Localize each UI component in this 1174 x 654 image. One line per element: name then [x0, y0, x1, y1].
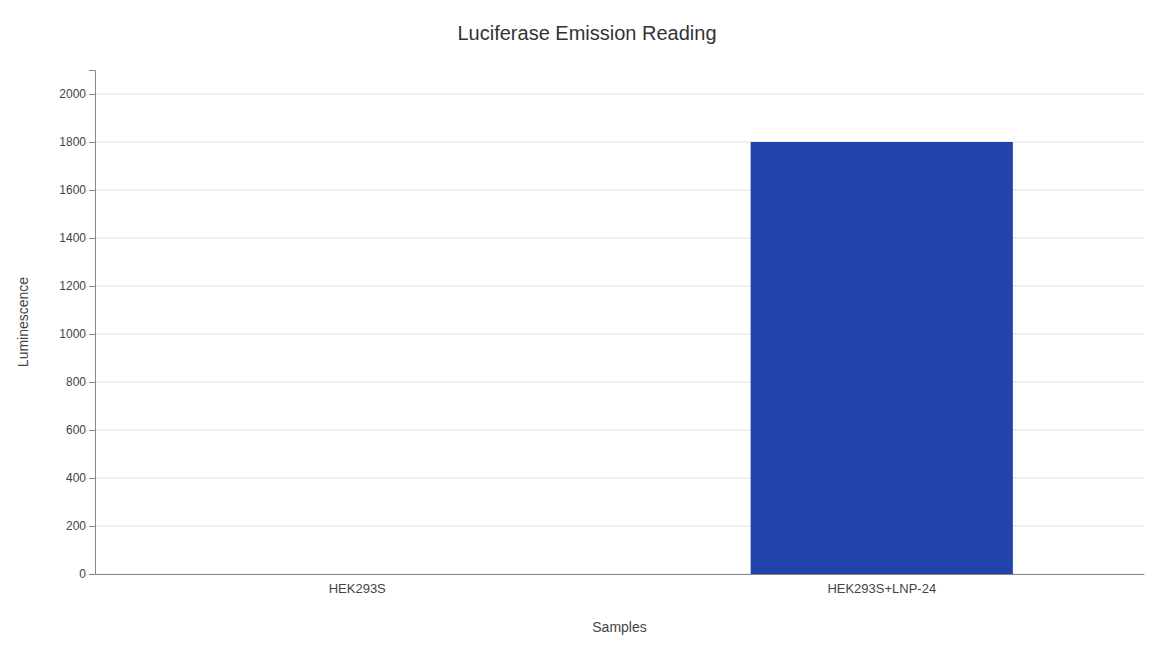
tick: 1400: [59, 231, 95, 245]
tick: 1200: [59, 279, 95, 293]
tick-label: 0: [79, 567, 86, 581]
tick-mark: [89, 430, 95, 431]
tick-mark: [89, 286, 95, 287]
tick-label: 800: [66, 375, 86, 389]
chart-svg: HEK293S HEK293S+LNP-24 0 200 400 600 800 1000 12…: [0, 0, 1174, 654]
grid-line: [95, 94, 1144, 95]
tick-label: 2000: [59, 87, 86, 101]
tick-label: HEK293S: [329, 581, 386, 596]
plot: HEK293S HEK293S+LNP-24 0 200 400 600 800 1000 12…: [59, 71, 1144, 597]
tick: 400: [66, 471, 95, 485]
tick: 600: [66, 423, 95, 437]
tick: 800: [66, 375, 95, 389]
tick-label: 1600: [59, 183, 86, 197]
tick: 200: [66, 519, 95, 533]
axis-line: [89, 71, 96, 575]
chart-container: HEK293S HEK293S+LNP-24 0 200 400 600 800 1000 12…: [0, 0, 1174, 654]
tick-mark: [89, 478, 95, 479]
tick-mark: [89, 190, 95, 191]
tick-mark: [89, 142, 95, 143]
tick: 1000: [59, 327, 95, 341]
tick-label: 1200: [59, 279, 86, 293]
axis-line: [96, 574, 1145, 575]
bar: [226, 574, 488, 575]
tick-mark: [89, 526, 95, 527]
x-axis-title: Samples: [592, 619, 646, 635]
grid: [95, 94, 1144, 574]
tick: 2000: [59, 87, 95, 101]
tick-mark: [89, 382, 95, 383]
y-axis-title: Luminescence: [15, 277, 31, 367]
tick-label: 200: [66, 519, 86, 533]
chart-title: Luciferase Emission Reading: [457, 22, 716, 44]
tick: 1600: [59, 183, 95, 197]
tick-label: 1400: [59, 231, 86, 245]
tick: HEK293S: [329, 574, 386, 596]
bars: [751, 142, 1013, 574]
tick-mark: [89, 574, 95, 575]
x-axis: HEK293S HEK293S+LNP-24: [96, 574, 1145, 596]
bar: [751, 142, 1013, 574]
tick: 1800: [59, 135, 95, 149]
tick-mark: [89, 334, 95, 335]
y-axis: 0 200 400 600 800 1000 1200 1400 1600 1800 2000: [59, 71, 95, 582]
tick-label: 400: [66, 471, 86, 485]
tick-mark: [89, 238, 95, 239]
tick-label: HEK293S+LNP-24: [827, 581, 936, 596]
tick-label: 1800: [59, 135, 86, 149]
tick: 0: [79, 567, 95, 581]
tick: HEK293S+LNP-24: [827, 574, 936, 596]
tick-mark: [89, 94, 95, 95]
tick-label: 600: [66, 423, 86, 437]
tick-label: 1000: [59, 327, 86, 341]
